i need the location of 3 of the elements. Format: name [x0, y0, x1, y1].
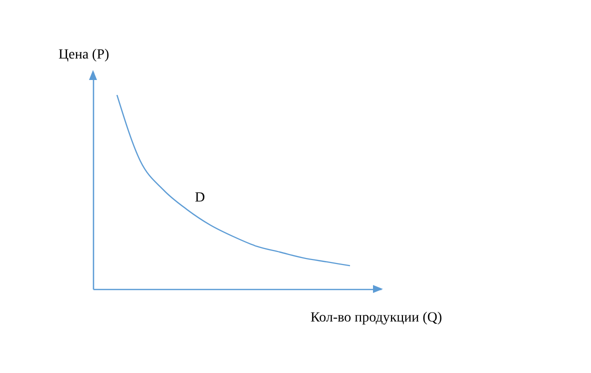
x-axis-title: Кол-во продукции (Q) [310, 310, 442, 326]
y-axis-title: Цена (P) [58, 48, 110, 62]
series-label: D [194, 190, 205, 206]
